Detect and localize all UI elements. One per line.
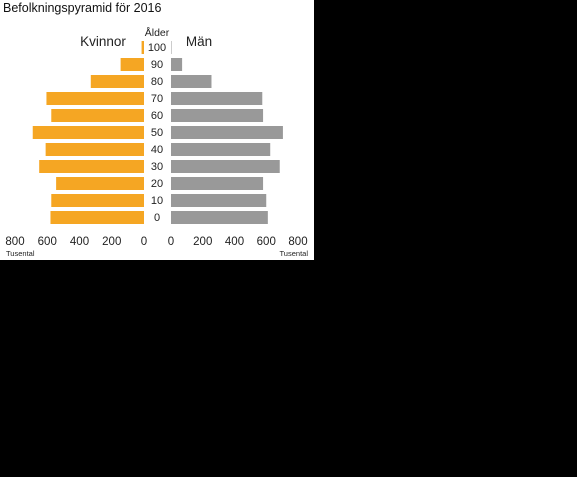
x-tick-left-400: 400	[70, 236, 89, 248]
bar-kvinnor-30	[39, 160, 144, 173]
age-label-70: 70	[151, 93, 163, 105]
age-label-90: 90	[151, 59, 163, 71]
bar-kvinnor-20	[56, 177, 144, 190]
bar-kvinnor-0	[50, 211, 144, 224]
age-label-80: 80	[151, 76, 163, 88]
age-label-60: 60	[151, 110, 163, 122]
bar-man-90	[171, 58, 183, 71]
bar-man-50	[171, 126, 283, 139]
bar-kvinnor-100	[141, 41, 144, 54]
x-tick-left-0: 0	[141, 236, 147, 248]
age-axis-label: Ålder	[145, 26, 170, 39]
x-tick-left-800: 800	[5, 236, 24, 248]
age-label-10: 10	[151, 195, 163, 207]
bar-man-10	[171, 194, 267, 207]
bar-kvinnor-40	[45, 143, 145, 156]
bar-man-30	[171, 160, 280, 173]
chart-title: Befolkningspyramid för 2016	[3, 1, 162, 15]
age-label-40: 40	[151, 144, 163, 156]
age-label-20: 20	[151, 178, 163, 190]
bar-man-60	[171, 109, 264, 122]
age-label-100: 100	[148, 42, 166, 54]
unit-label-left: Tusental	[6, 249, 35, 258]
series-label-man: Män	[186, 34, 212, 49]
bar-man-20	[171, 177, 264, 190]
x-tick-right-0: 0	[168, 236, 174, 248]
bar-kvinnor-10	[51, 194, 144, 207]
bar-kvinnor-60	[51, 109, 144, 122]
bar-man-80	[171, 75, 212, 88]
x-tick-right-600: 600	[257, 236, 276, 248]
bar-kvinnor-50	[32, 126, 144, 139]
bar-man-0	[171, 211, 268, 224]
x-tick-left-200: 200	[102, 236, 121, 248]
unit-label-right: Tusental	[280, 249, 309, 258]
series-label-kvinnor: Kvinnor	[80, 34, 126, 49]
bar-kvinnor-70	[46, 92, 144, 105]
bar-man-40	[171, 143, 271, 156]
bar-kvinnor-90	[120, 58, 144, 71]
bar-man-100	[171, 41, 172, 54]
bar-kvinnor-80	[90, 75, 144, 88]
x-tick-left-600: 600	[38, 236, 57, 248]
age-label-30: 30	[151, 161, 163, 173]
chart-figure: Befolkningspyramid för 2016 0 10 20 30 40 50 6…	[0, 0, 314, 260]
x-tick-right-200: 200	[193, 236, 212, 248]
x-tick-right-400: 400	[225, 236, 244, 248]
age-label-0: 0	[154, 212, 160, 224]
x-tick-right-800: 800	[288, 236, 307, 248]
pyramid-chart: 0 10 20 30 40 50 60 70 80 90 100 Ålder Kvinnor Män 800…	[5, 26, 309, 258]
bar-man-70	[171, 92, 263, 105]
age-label-50: 50	[151, 127, 163, 139]
